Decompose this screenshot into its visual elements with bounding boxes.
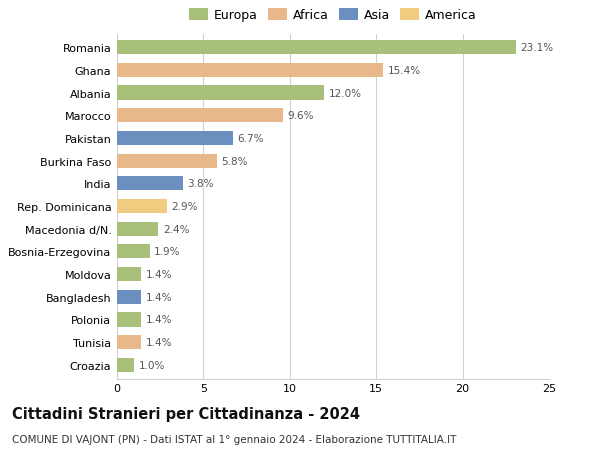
Text: 5.8%: 5.8%	[221, 156, 248, 166]
Text: 15.4%: 15.4%	[388, 66, 421, 76]
Bar	[117, 64, 383, 78]
Text: 9.6%: 9.6%	[287, 111, 314, 121]
Text: COMUNE DI VAJONT (PN) - Dati ISTAT al 1° gennaio 2024 - Elaborazione TUTTITALIA.: COMUNE DI VAJONT (PN) - Dati ISTAT al 1°…	[12, 434, 457, 444]
Bar	[117, 245, 150, 259]
Bar	[117, 132, 233, 146]
Bar	[117, 86, 325, 101]
Bar	[117, 268, 141, 281]
Bar	[117, 41, 516, 55]
Text: 3.8%: 3.8%	[187, 179, 214, 189]
Bar	[117, 290, 141, 304]
Text: Cittadini Stranieri per Cittadinanza - 2024: Cittadini Stranieri per Cittadinanza - 2…	[12, 406, 360, 421]
Text: 2.4%: 2.4%	[163, 224, 189, 234]
Bar	[117, 336, 141, 349]
Bar	[117, 222, 158, 236]
Text: 1.4%: 1.4%	[146, 337, 172, 347]
Text: 1.4%: 1.4%	[146, 315, 172, 325]
Text: 6.7%: 6.7%	[237, 134, 263, 144]
Bar	[117, 200, 167, 213]
Bar	[117, 109, 283, 123]
Text: 1.4%: 1.4%	[146, 292, 172, 302]
Bar	[117, 154, 217, 168]
Text: 1.0%: 1.0%	[139, 360, 165, 370]
Text: 12.0%: 12.0%	[329, 88, 362, 98]
Legend: Europa, Africa, Asia, America: Europa, Africa, Asia, America	[187, 7, 479, 25]
Text: 2.9%: 2.9%	[172, 202, 198, 212]
Bar	[117, 313, 141, 327]
Text: 1.4%: 1.4%	[146, 269, 172, 280]
Text: 1.9%: 1.9%	[154, 247, 181, 257]
Bar	[117, 177, 182, 191]
Text: 23.1%: 23.1%	[520, 43, 554, 53]
Bar	[117, 358, 134, 372]
